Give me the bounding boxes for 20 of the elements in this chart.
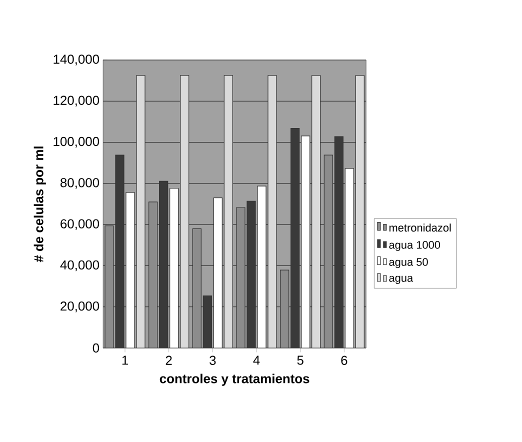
x-axis-title: controles y tratamientos [160,374,310,386]
x-tick-label: 5 [297,356,304,365]
x-tick-label: 6 [341,356,348,365]
x-tick-label: 2 [166,356,172,365]
y-tick-label: 40,000 [60,260,100,272]
y-axis-title: # de celulas por ml [34,146,46,262]
x-tick-label: 3 [210,356,216,365]
legend-label: agua [389,276,414,284]
y-tick-label: 100,000 [54,136,100,148]
y-tick-label: 20,000 [60,302,100,312]
legend-label: metronidazol [389,224,451,232]
y-tick-label: 60,000 [60,219,100,230]
x-tick-label: 1 [122,356,128,365]
y-tick-label: 80,000 [60,178,100,189]
x-tick-label: 4 [253,356,260,365]
y-tick-label: 0 [92,343,100,353]
legend-label: agua 1000 [389,240,440,251]
y-tick-label: 140,000 [54,54,100,66]
legend-label: agua 50 [389,258,428,268]
y-tick-label: 120,000 [54,96,100,106]
